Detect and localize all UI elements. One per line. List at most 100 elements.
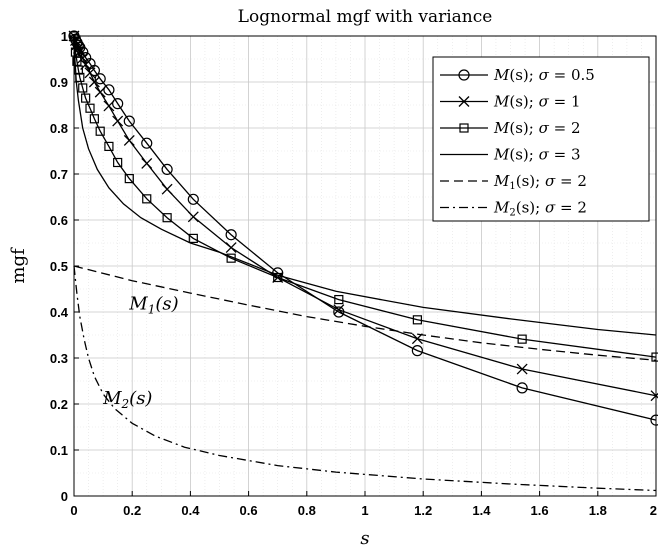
legend-fn: M	[493, 172, 510, 190]
legend-sep: ;	[529, 66, 539, 84]
cross-marker	[161, 183, 173, 195]
square-marker	[459, 123, 469, 133]
cross-marker-stroke	[161, 183, 173, 195]
legend-entry-1: M(s); σ = 0.5	[440, 66, 595, 84]
cross-marker-stroke	[650, 392, 658, 402]
circle-marker	[458, 69, 470, 81]
series-5	[73, 265, 657, 361]
chart-title: Lognormal mgf with variance	[238, 7, 493, 27]
legend-entry-3: M(s); σ = 2	[440, 119, 581, 137]
cross-marker	[84, 67, 96, 79]
square-marker	[517, 334, 527, 344]
annotation-main: M	[102, 388, 122, 409]
x-tick-label: 1.4	[472, 503, 491, 518]
square-marker	[162, 213, 172, 223]
cross-marker-stroke	[411, 333, 423, 345]
x-tick-label: 1.6	[531, 503, 549, 518]
legend-args: (s)	[509, 66, 528, 84]
series-group	[68, 30, 658, 492]
legend-args: (s)	[509, 93, 528, 111]
legend-sigma: σ	[539, 119, 550, 137]
cross-marker	[103, 100, 115, 112]
legend-fn: M	[493, 93, 510, 111]
legend-value: = 3	[549, 146, 581, 164]
x-tick-label: 0	[70, 503, 77, 518]
legend-entry-6: M2(s); σ = 2	[440, 199, 587, 219]
cross-marker-stroke	[141, 157, 153, 169]
cross-marker	[225, 242, 237, 254]
legend-sigma: σ	[539, 146, 550, 164]
annotation-1: M1(s)	[128, 294, 178, 317]
y-tick-label: 0.6	[50, 213, 68, 228]
square-marker	[113, 157, 123, 168]
square-marker	[78, 83, 88, 93]
y-tick-label: 0.2	[50, 397, 68, 412]
cross-marker-stroke	[112, 115, 124, 127]
legend-entry-5: M1(s); σ = 2	[440, 172, 587, 192]
cross-marker	[411, 333, 423, 345]
square-marker	[81, 93, 91, 103]
circle-marker	[123, 115, 135, 127]
annotation-tail: (s)	[155, 294, 178, 315]
legend-fn: M	[493, 66, 510, 84]
x-tick-label: 1.8	[589, 503, 607, 518]
y-tick-label: 0.9	[50, 75, 68, 90]
square-marker	[651, 352, 658, 362]
square-marker	[104, 141, 114, 151]
legend-value: = 1	[549, 93, 581, 111]
circle-marker	[516, 382, 528, 394]
legend-sigma: σ	[539, 66, 550, 84]
cross-marker-stroke	[458, 96, 470, 107]
x-tick-label: 1.2	[414, 503, 432, 518]
legend-value: = 2	[555, 199, 587, 217]
legend-box	[432, 56, 650, 222]
circle-marker	[187, 193, 199, 205]
y-tick-label: 0.4	[50, 305, 69, 320]
square-marker	[70, 47, 81, 57]
x-tick-label: 0.6	[240, 503, 258, 518]
legend-value: = 2	[549, 119, 581, 137]
cross-marker-stroke	[123, 134, 135, 146]
cross-marker-stroke	[225, 242, 237, 254]
legend-value: = 2	[555, 172, 587, 190]
square-marker	[334, 294, 344, 305]
legend-args: (s)	[509, 146, 528, 164]
circle-marker	[94, 73, 106, 85]
legend-sigma: σ	[545, 199, 556, 217]
annotation-main: M	[128, 294, 148, 315]
legend-fn: M	[493, 199, 510, 217]
legend-label: M2(s); σ = 2	[493, 199, 587, 219]
legend-label: M1(s); σ = 2	[493, 172, 587, 192]
annotation-2: M2(s)	[102, 388, 152, 411]
cross-marker	[516, 363, 528, 375]
cross-marker	[458, 96, 470, 107]
y-axis-label: mgf	[8, 247, 29, 284]
cross-marker-stroke	[333, 304, 345, 316]
cross-marker	[112, 115, 124, 127]
annotation-group: M1(s)M2(s)	[102, 294, 179, 411]
cross-marker	[141, 157, 153, 169]
legend-label: M(s); σ = 2	[493, 119, 581, 137]
cross-marker-stroke	[77, 52, 89, 64]
y-tick-label: 0.1	[50, 443, 68, 458]
circle-marker	[225, 229, 237, 241]
legend-args: (s)	[516, 172, 535, 190]
x-axis-label: s	[360, 528, 369, 549]
circle-marker	[650, 414, 658, 426]
cross-marker-stroke	[94, 86, 106, 98]
legend-subscript: 2	[509, 208, 515, 219]
circle-marker	[141, 137, 153, 149]
y-tick-label: 0	[61, 489, 68, 504]
series-line	[73, 265, 657, 361]
x-tick-label: 0.4	[181, 503, 200, 518]
square-marker	[85, 103, 95, 113]
cross-marker	[94, 86, 106, 98]
x-tick-label: 0.2	[123, 503, 141, 518]
legend-sigma: σ	[539, 93, 550, 111]
annotation-subscript: 2	[121, 397, 130, 411]
cross-marker-stroke	[516, 363, 528, 375]
y-tick-label: 0.5	[50, 259, 68, 274]
series-6	[73, 265, 657, 492]
legend-sep: ;	[535, 199, 545, 217]
legend-subscript: 1	[509, 181, 515, 192]
